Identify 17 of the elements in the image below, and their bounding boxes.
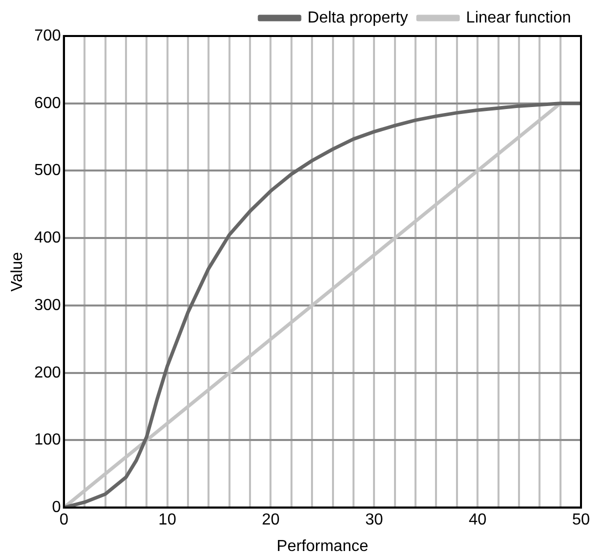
x-tick-label: 50 xyxy=(572,512,590,529)
y-tick-label: 400 xyxy=(34,230,61,247)
y-tick-label: 300 xyxy=(34,296,61,314)
legend-label: Linear function xyxy=(466,9,572,26)
y-tick-label: 500 xyxy=(34,162,61,180)
x-tick-label: 20 xyxy=(262,512,280,529)
x-tick-label: 30 xyxy=(365,512,384,529)
legend-label: Delta property xyxy=(308,9,408,26)
y-tick-label: 200 xyxy=(34,364,61,382)
x-tick-label: 40 xyxy=(468,512,487,529)
y-tick-label: 600 xyxy=(34,94,61,112)
x-tick-label: 10 xyxy=(158,512,176,529)
x-axis-title: Performance xyxy=(276,538,368,555)
y-tick-label: 100 xyxy=(34,432,61,449)
y-axis-title: Value xyxy=(9,252,26,292)
y-tick-label: 700 xyxy=(34,27,61,44)
y-tick-label: 0 xyxy=(52,499,61,516)
